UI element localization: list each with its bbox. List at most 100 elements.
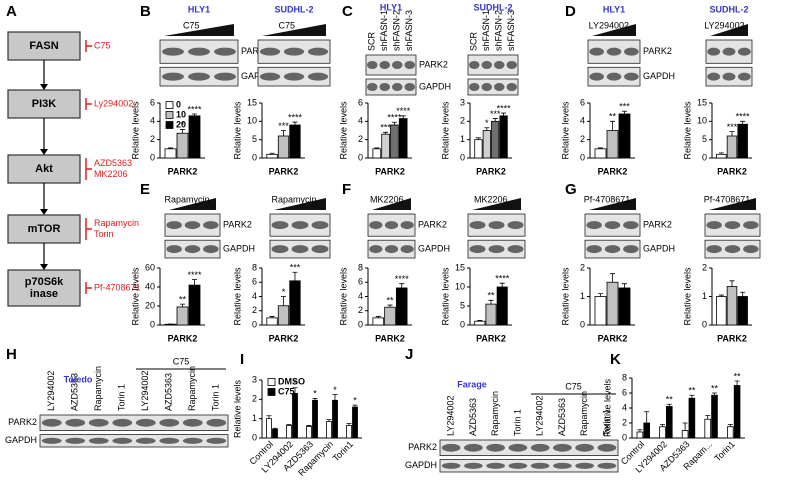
- y-tick-label: 2: [580, 134, 585, 144]
- bar: [726, 135, 738, 159]
- error-bar: [192, 113, 197, 116]
- error-bar: [492, 118, 498, 122]
- blot-band: [724, 245, 741, 254]
- error-bar: [610, 273, 615, 283]
- bar: [372, 317, 385, 326]
- y-tick-label: 0: [460, 152, 465, 162]
- panel-letter: B: [140, 3, 151, 20]
- y-axis-label: Relative levels: [602, 378, 612, 437]
- error-bar: [292, 121, 298, 125]
- bar: [395, 287, 408, 326]
- inhibitor-label: Pf-4708671: [94, 282, 141, 292]
- blot-strip: [439, 439, 619, 457]
- significance-label: *: [181, 120, 185, 130]
- blot-band: [307, 72, 329, 81]
- node-label: inase: [30, 288, 58, 300]
- y-tick-label: 4: [580, 116, 585, 126]
- dose-wedge: [710, 24, 748, 36]
- blot-band: [469, 61, 480, 69]
- error-bar: [168, 147, 173, 149]
- blot-band: [162, 47, 184, 56]
- bar: [266, 317, 278, 326]
- lane-label: AZD5363: [164, 373, 174, 411]
- blot-band: [530, 443, 550, 452]
- blot-band: [307, 47, 329, 56]
- lane-label: SCR: [469, 31, 479, 51]
- blot-band: [707, 72, 721, 81]
- x-tick-label: PARK2: [598, 333, 628, 343]
- lane-label: LY294002: [46, 371, 56, 411]
- y-tick-label: 4: [252, 291, 257, 301]
- y-tick-label: 6: [150, 97, 155, 107]
- bar: [176, 132, 189, 159]
- blot-band: [404, 61, 415, 69]
- lane-label: AZD5363: [70, 373, 80, 411]
- error-bar: [286, 424, 292, 426]
- blot-band: [604, 221, 621, 230]
- legend-swatch: [267, 378, 276, 386]
- panel-letter: G: [565, 181, 577, 198]
- cell-line: HLY1: [380, 2, 402, 12]
- significance-label: *: [313, 389, 317, 399]
- y-tick-label: 6: [622, 387, 627, 397]
- blot-band: [271, 221, 289, 230]
- cell-line: HLY1: [188, 4, 210, 14]
- bar: [716, 153, 727, 159]
- error-bar: [269, 152, 275, 155]
- y-tick-label: 2: [702, 262, 707, 272]
- blot-band: [506, 83, 517, 91]
- node-label: FASN: [29, 40, 58, 52]
- blot-band: [384, 245, 399, 254]
- error-bar: [332, 394, 338, 401]
- significance-label: **: [386, 295, 394, 305]
- blot-band: [41, 418, 62, 427]
- blot-band: [188, 47, 210, 56]
- blot-band: [553, 443, 572, 452]
- blot-band: [488, 245, 505, 254]
- y-tick-label: 15: [697, 97, 707, 107]
- error-bar: [682, 422, 688, 431]
- bar: [643, 422, 650, 439]
- blot-band: [400, 221, 414, 230]
- blot-band: [182, 437, 203, 444]
- blot-strip: [467, 54, 519, 76]
- y-tick-label: 2: [358, 134, 363, 144]
- blot-strip: [439, 459, 619, 473]
- blot-band: [469, 245, 486, 254]
- x-tick-label: PARK2: [269, 166, 299, 176]
- blot-band: [724, 221, 741, 230]
- inhibitor-label: AZD5363: [94, 158, 132, 168]
- legend-label: DMSO: [278, 376, 305, 386]
- inhibitor-label: Ly294002: [94, 98, 133, 108]
- treatment-label: Rapamycin: [271, 194, 316, 204]
- blot-band: [604, 245, 621, 254]
- error-bar: [729, 131, 735, 136]
- blot-band: [506, 61, 517, 69]
- bar: [594, 296, 607, 326]
- y-axis-label: Relative levels: [338, 101, 348, 160]
- bar: [681, 430, 689, 439]
- y-tick-label: 3: [252, 374, 257, 384]
- blot-band: [41, 437, 62, 444]
- panel-letter: D: [565, 3, 576, 20]
- blot-band: [283, 72, 305, 81]
- bar: [188, 284, 201, 326]
- error-bar: [292, 271, 298, 281]
- blot-band: [722, 47, 736, 56]
- error-bar: [499, 282, 505, 287]
- treatment-label: Pf-4708671: [584, 194, 631, 204]
- dose-wedge: [169, 198, 216, 210]
- blot-band: [464, 462, 483, 469]
- blot-band: [706, 245, 722, 254]
- dose-wedge: [372, 198, 411, 210]
- blot-band: [624, 47, 639, 56]
- y-axis-label: Relative levels: [130, 101, 140, 160]
- bar: [482, 130, 491, 159]
- significance-label: ****: [736, 112, 751, 122]
- error-bar: [266, 415, 272, 419]
- dose-wedge: [589, 198, 636, 210]
- panel-letter: H: [6, 346, 17, 363]
- error-bar: [375, 316, 381, 318]
- lane-label: Rapamycin: [490, 391, 500, 436]
- blot-band: [88, 437, 109, 444]
